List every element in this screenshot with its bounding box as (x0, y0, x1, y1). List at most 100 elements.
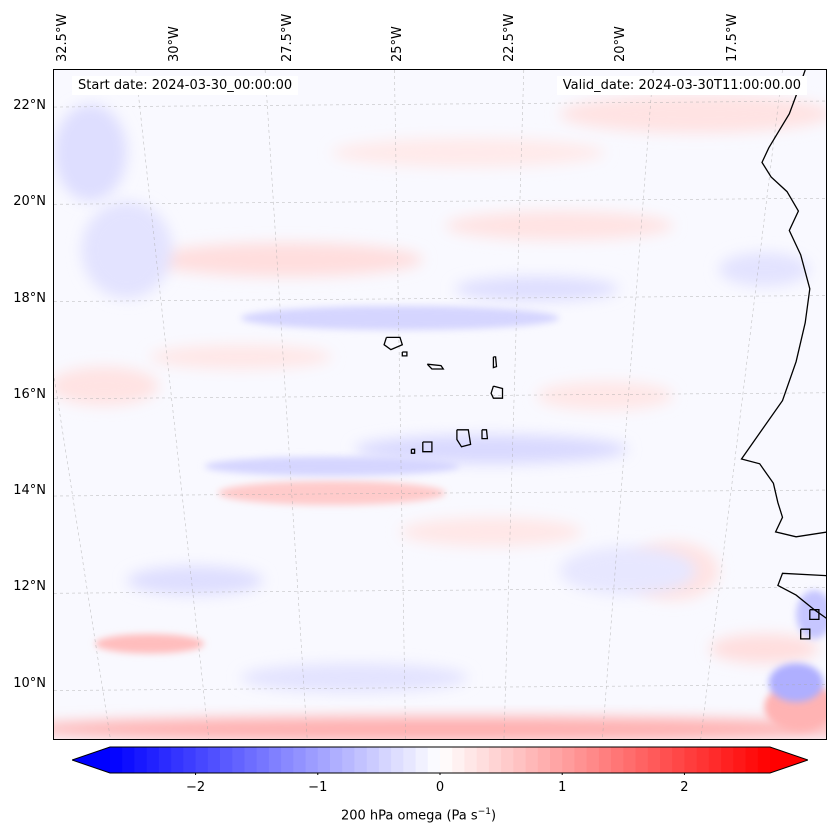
coastline (383, 70, 826, 640)
meridian-line (503, 70, 525, 739)
omega-anomaly-21 (796, 590, 826, 639)
colorbar-step (586, 747, 600, 773)
guinea-bissau-coast (777, 572, 826, 619)
latitude-label: 20°N (13, 194, 46, 209)
colorbar-step (574, 747, 588, 773)
island-santiago (456, 429, 472, 448)
omega-anomaly-16 (126, 565, 264, 596)
colorbar-step (696, 747, 710, 773)
colorbar-step (672, 747, 686, 773)
latitude-label: 10°N (13, 676, 46, 691)
island-sao-nicolau (426, 363, 445, 370)
island-santo-antao (383, 336, 404, 351)
colorbar-step (122, 747, 136, 773)
longitude-label: 25°W (390, 26, 405, 62)
colorbar-step (391, 747, 404, 773)
colorbar-step (440, 747, 453, 773)
longitude-label: 20°W (613, 26, 628, 62)
colorbar-step (244, 747, 258, 773)
longitude-label: 22.5°W (502, 13, 517, 62)
colorbar-step (598, 747, 612, 773)
omega-anomaly-6 (331, 138, 605, 168)
colorbar-step (183, 747, 197, 773)
meridian-line (264, 70, 308, 739)
colorbar-step (305, 747, 319, 773)
longitude-label: 27.5°W (280, 13, 295, 62)
colorbar-step (708, 747, 722, 773)
colorbar-step (660, 747, 673, 773)
meridian-line (602, 70, 654, 739)
colorbar-variable: 200 hPa omega (340, 808, 443, 824)
omega-anomaly-19 (718, 252, 810, 287)
omega-field-map (54, 70, 826, 739)
colorbar-step (268, 747, 282, 773)
graticule (54, 70, 826, 739)
omega-anomaly-10 (709, 634, 819, 664)
colorbar-step (158, 747, 172, 773)
omega-anomaly-25 (400, 517, 583, 547)
colorbar-step (342, 747, 356, 773)
colorbar-step (733, 747, 747, 773)
meridian-line (135, 70, 210, 739)
colorbar-step (427, 747, 441, 773)
colorbar-step (317, 747, 331, 773)
colorbar-tick-label: 2 (680, 780, 689, 795)
colorbar-step (562, 747, 576, 773)
colorbar-step (146, 747, 160, 773)
latitude-label: 16°N (13, 387, 46, 402)
colorbar-step (195, 747, 209, 773)
omega-anomaly-2 (217, 480, 446, 506)
island-sao-vicente (401, 351, 408, 357)
map-panel[interactable] (53, 69, 827, 740)
omega-anomaly-15 (204, 456, 460, 477)
meridian-line (700, 70, 783, 739)
colorbar-step (635, 747, 649, 773)
colorbar-tick-label: −2 (185, 780, 206, 795)
longitude-label: 32.5°W (55, 13, 70, 62)
colorbar-step (330, 747, 343, 773)
island-maio (481, 429, 489, 440)
colorbar-step (550, 747, 563, 773)
colorbar-step (684, 747, 698, 773)
colorbar-step (745, 747, 759, 773)
omega-anomaly-3 (149, 242, 423, 277)
colorbar-units: Pa s (451, 808, 478, 824)
colorbar-step (537, 747, 551, 773)
omega-anomaly-20 (768, 663, 824, 703)
island-bissagos-1 (809, 609, 820, 621)
omega-anomaly-14 (354, 434, 628, 464)
latitude-label: 18°N (13, 291, 46, 306)
colorbar-step (134, 747, 148, 773)
colorbar-step (171, 747, 184, 773)
colorbar-tick-label: 1 (558, 780, 567, 795)
island-brava (410, 448, 416, 454)
colorbar-step (293, 747, 307, 773)
colorbar-step (488, 747, 502, 773)
colorbar-tick-label: 0 (435, 780, 445, 795)
colorbar-step (525, 747, 539, 773)
colorbar-step (464, 747, 478, 773)
colorbar-step (513, 747, 527, 773)
longitude-label: 17.5°W (725, 13, 740, 62)
latitude-label: 22°N (13, 98, 46, 113)
colorbar-step (415, 747, 429, 773)
omega-anomaly-24 (149, 344, 332, 370)
colorbar (70, 745, 810, 777)
colorbar-step (476, 747, 490, 773)
colorbar-step (452, 747, 466, 773)
parallel-line (54, 295, 826, 302)
latitude-label: 12°N (13, 579, 46, 594)
island-sal (492, 356, 498, 369)
meridian-line (54, 374, 111, 739)
colorbar-step (281, 747, 294, 773)
colorbar-step (220, 747, 233, 773)
colorbar-step (501, 747, 514, 773)
omega-field (54, 94, 826, 739)
colorbar-step (366, 747, 380, 773)
omega-anomaly-17 (240, 663, 469, 693)
omega-anomaly-4 (445, 211, 674, 241)
colorbar-step (623, 747, 637, 773)
colorbar-extend-high (770, 747, 808, 773)
colorbar-step (403, 747, 417, 773)
